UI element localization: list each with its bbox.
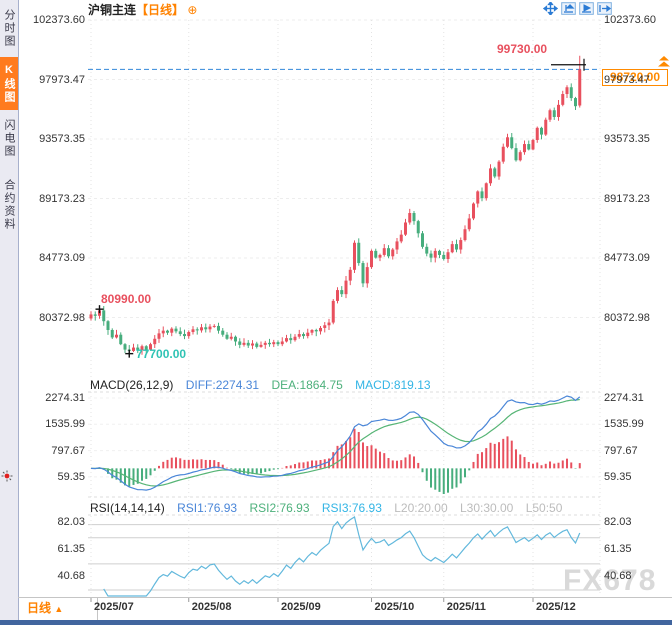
price-axis-label-right: 93573.35 xyxy=(604,133,650,145)
rsi-header: RSI(14,14,14) RSI1:76.93 RSI2:76.93 RSI3… xyxy=(90,501,571,515)
x-axis-label: 2025/10 xyxy=(374,601,415,613)
sidebar: 分时图 K线图 闪电图 合约资料 xyxy=(0,0,19,625)
period-tag: 【日线】 xyxy=(136,3,185,17)
rsi2-value: RSI2:76.93 xyxy=(249,501,310,515)
macd-axis-label-left: 2274.31 xyxy=(45,392,85,404)
rsi-l50-value: L50:50 xyxy=(525,501,563,515)
macd-header: MACD(26,12,9) DIFF:2274.31 DEA:1864.75 M… xyxy=(90,378,440,392)
rsi-title: RSI(14,14,14) xyxy=(90,501,165,515)
sidebar-item-kline-chart[interactable]: K线图 xyxy=(0,57,18,110)
price-axis-label-left: 89173.23 xyxy=(39,192,85,205)
sidebar-item-flash-chart[interactable]: 闪电图 xyxy=(3,119,15,158)
price-axis-label-right: 84773.09 xyxy=(604,252,650,264)
annotation-left-low: 77700.00 xyxy=(136,347,187,361)
move-crosshair-icon[interactable] xyxy=(543,2,558,15)
rsi-axis-label-right: 82.03 xyxy=(604,516,632,528)
macd-axis-label-left: 1535.99 xyxy=(45,418,85,431)
sidebar-item-contract-info[interactable]: 合约资料 xyxy=(3,179,15,231)
sidebar-item-timeline-chart[interactable]: 分时图 xyxy=(3,9,15,48)
rsi-axis-label-left: 40.68 xyxy=(57,570,85,582)
price-axis-label-right: 89173.23 xyxy=(604,192,650,205)
price-axis-label-left: 80372.98 xyxy=(39,311,85,324)
pan-right-icon[interactable] xyxy=(597,2,612,15)
period-label: 日线 xyxy=(27,601,52,615)
add-indicator-icon[interactable]: ⊕ xyxy=(187,3,198,17)
live-indicator-icon xyxy=(1,470,13,482)
x-axis-label: 2025/07 xyxy=(94,601,134,613)
macd-axis-label-left: 59.35 xyxy=(57,470,85,483)
x-axis-label: 2025/12 xyxy=(536,601,576,613)
rsi-axis-label-right: 61.35 xyxy=(604,543,632,555)
price-axis-label-right: 102373.60 xyxy=(604,14,656,26)
macd-title: MACD(26,12,9) xyxy=(90,378,174,392)
price-axis-label-left: 102373.60 xyxy=(33,14,85,26)
macd-axis-label-left: 797.67 xyxy=(51,444,85,457)
chart-title: 沪铜主连【日线】 ⊕ xyxy=(88,1,197,18)
rsi-axis-label-left: 61.35 xyxy=(57,543,85,555)
price-axis-label-left: 93573.35 xyxy=(39,133,85,145)
symbol-name: 沪铜主连 xyxy=(88,3,137,17)
rsi1-value: RSI1:76.93 xyxy=(177,501,238,515)
price-axis-label-right: 80372.98 xyxy=(604,311,650,324)
price-up-arrows-icon xyxy=(658,56,670,67)
x-axis-separator xyxy=(18,597,672,598)
macd-axis-label-right: 1535.99 xyxy=(604,418,644,431)
annotation-left-high: 80990.00 xyxy=(101,292,152,306)
period-expand-icon: ▲ xyxy=(54,604,64,614)
fit-range-icon[interactable] xyxy=(561,2,576,15)
macd-axis-label-right: 797.67 xyxy=(604,444,638,457)
bottom-status-bar xyxy=(0,620,672,625)
price-axis-label-left: 84773.09 xyxy=(39,252,85,264)
rsi3-value: RSI3:76.93 xyxy=(321,501,382,515)
x-axis-label: 2025/11 xyxy=(446,601,486,613)
current-price-badge: 98720.00 xyxy=(602,69,668,86)
x-axis-label: 2025/08 xyxy=(191,601,232,613)
period-selector[interactable]: 日线 ▲ xyxy=(18,597,98,620)
macd-axis-label-right: 59.35 xyxy=(604,470,632,483)
macd-axis-label-right: 2274.31 xyxy=(604,392,644,404)
chart-toolbar xyxy=(543,2,612,15)
price-axis-label-right: 97973.47 xyxy=(604,73,650,86)
rsi-l30-value: L30:30.00 xyxy=(459,501,514,515)
price-axis-label-left: 97973.47 xyxy=(39,73,85,86)
annotation-session-high: 99730.00 xyxy=(497,42,548,56)
macd-macd-value: MACD:819.13 xyxy=(355,378,431,392)
rsi-axis-label-left: 82.03 xyxy=(57,516,85,528)
rsi-axis-label-right: 40.68 xyxy=(604,570,632,582)
macd-dea-value: DEA:1864.75 xyxy=(271,378,343,392)
watermark: FX678 xyxy=(563,564,657,597)
macd-diff-value: DIFF:2274.31 xyxy=(185,378,260,392)
rsi-l20-value: L20:20.00 xyxy=(394,501,448,515)
x-axis-label: 2025/09 xyxy=(281,601,321,613)
play-forward-icon[interactable] xyxy=(579,2,594,15)
